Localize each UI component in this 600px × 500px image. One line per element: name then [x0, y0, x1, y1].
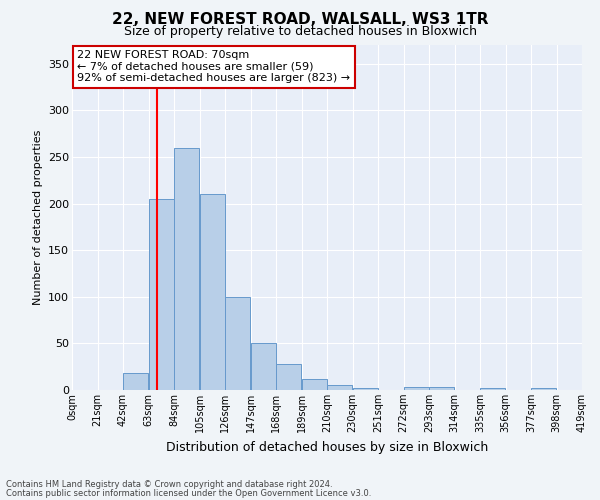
Bar — [353, 388, 378, 390]
Bar — [276, 364, 301, 390]
Text: Size of property relative to detached houses in Bloxwich: Size of property relative to detached ho… — [124, 25, 476, 38]
Bar — [531, 388, 556, 390]
Text: Contains public sector information licensed under the Open Government Licence v3: Contains public sector information licen… — [6, 488, 371, 498]
Text: Contains HM Land Registry data © Crown copyright and database right 2024.: Contains HM Land Registry data © Crown c… — [6, 480, 332, 489]
Bar — [302, 379, 327, 390]
Bar — [200, 194, 225, 390]
Text: 22, NEW FOREST ROAD, WALSALL, WS3 1TR: 22, NEW FOREST ROAD, WALSALL, WS3 1TR — [112, 12, 488, 28]
Bar — [404, 387, 429, 390]
Y-axis label: Number of detached properties: Number of detached properties — [32, 130, 43, 305]
Bar — [174, 148, 199, 390]
Bar — [225, 297, 250, 390]
Bar — [429, 387, 454, 390]
Text: 22 NEW FOREST ROAD: 70sqm
← 7% of detached houses are smaller (59)
92% of semi-d: 22 NEW FOREST ROAD: 70sqm ← 7% of detach… — [77, 50, 350, 84]
Bar — [149, 199, 174, 390]
Bar — [123, 373, 148, 390]
Bar — [480, 388, 505, 390]
X-axis label: Distribution of detached houses by size in Bloxwich: Distribution of detached houses by size … — [166, 440, 488, 454]
Bar — [327, 386, 352, 390]
Bar — [251, 344, 276, 390]
